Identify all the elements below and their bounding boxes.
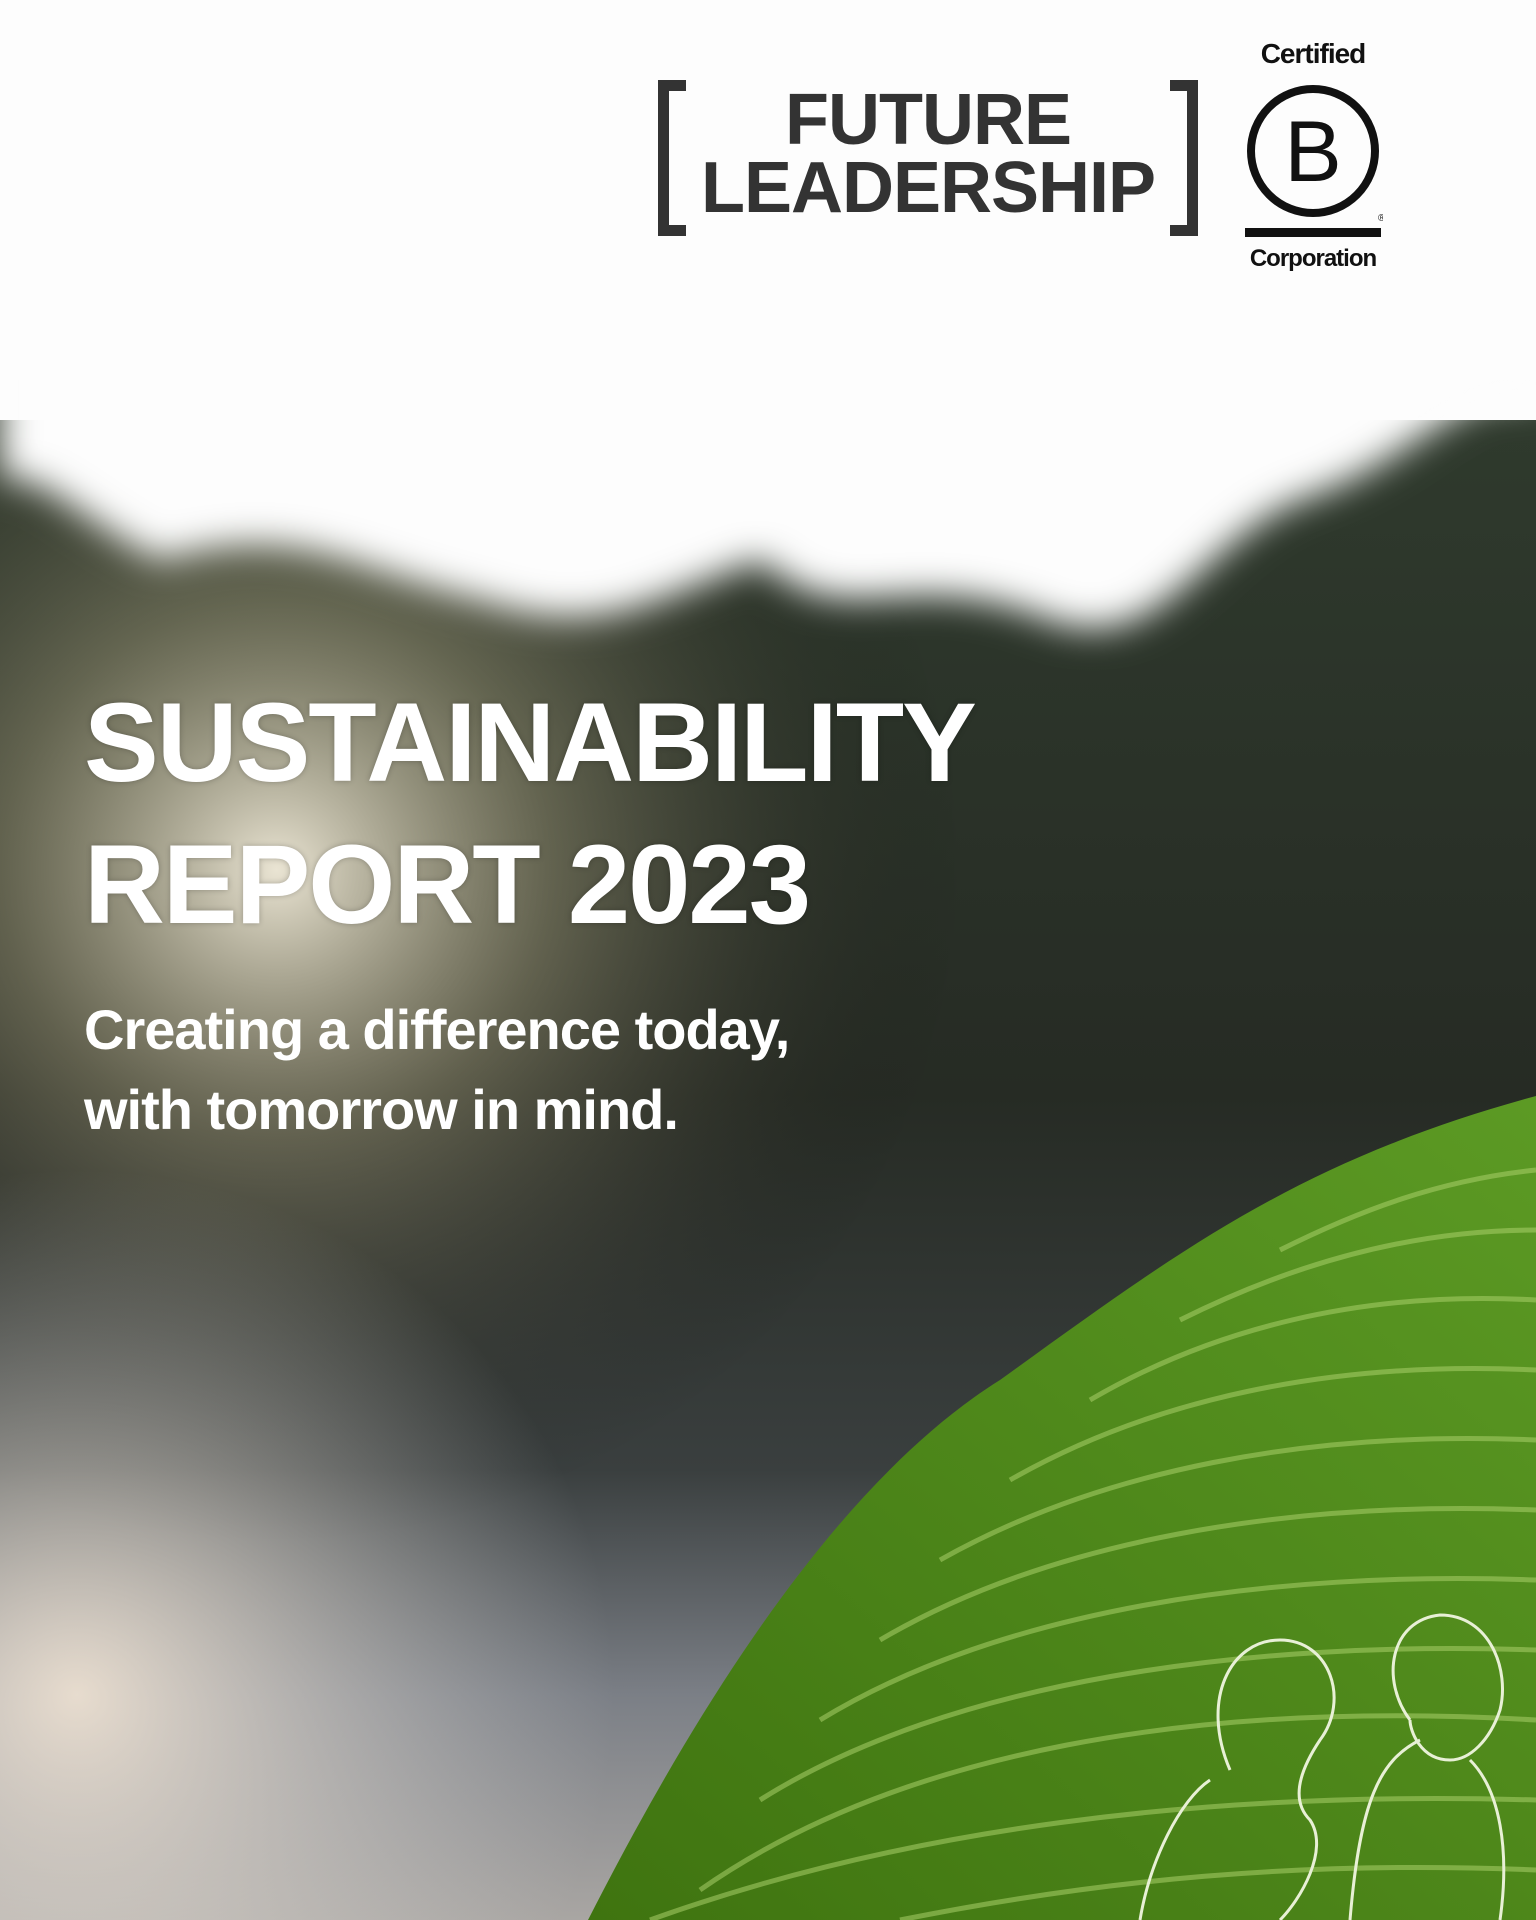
registered-mark: ® xyxy=(1378,213,1383,221)
title-line-2: REPORT 2023 xyxy=(84,822,811,947)
subtitle-line-2: with tomorrow in mind. xyxy=(84,1078,679,1141)
logo-text: FUTURE LEADERSHIP xyxy=(698,80,1158,228)
title-line-1: SUSTAINABILITY xyxy=(84,680,977,805)
b-letter: B xyxy=(1284,104,1341,200)
report-subtitle: Creating a difference today, with tomorr… xyxy=(84,990,790,1150)
certified-label: Certified xyxy=(1260,38,1367,69)
right-bracket xyxy=(1170,80,1198,236)
logo-line-1: FUTURE xyxy=(785,80,1072,160)
corporation-label: Corporation xyxy=(1249,245,1377,272)
report-title: SUSTAINABILITY REPORT 2023 xyxy=(84,672,977,956)
people-line-drawing xyxy=(1138,1613,1506,1920)
b-circle-icon: B ® xyxy=(1247,85,1383,221)
b-corp-bar xyxy=(1245,228,1381,237)
future-leadership-logo: FUTURE LEADERSHIP xyxy=(658,80,1198,236)
subtitle-line-1: Creating a difference today, xyxy=(84,998,790,1061)
b-corp-logo: Certified B ® Corporation xyxy=(1243,38,1383,278)
left-bracket xyxy=(658,80,686,236)
logo-line-2: LEADERSHIP xyxy=(700,148,1156,228)
